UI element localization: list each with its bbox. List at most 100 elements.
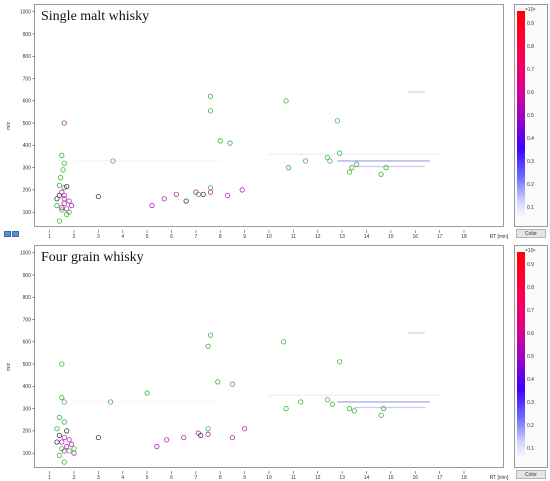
colorbar-tick-label: 0.1 xyxy=(527,205,534,211)
data-point xyxy=(205,426,211,432)
x-tick-label: 11 xyxy=(291,234,296,240)
colorbar-gradient xyxy=(517,252,525,460)
plot-area[interactable]: Single malt whisky xyxy=(34,4,504,227)
data-point xyxy=(298,399,304,405)
data-point xyxy=(59,205,65,211)
colorbar-tick-label: 0.2 xyxy=(527,182,534,188)
data-point xyxy=(217,138,223,144)
data-point xyxy=(346,169,353,175)
x-tick-label: 8 xyxy=(219,475,222,481)
x-tick-label: 7 xyxy=(194,234,197,240)
data-point xyxy=(285,165,292,171)
x-tick-label: 16 xyxy=(412,234,418,240)
y-tick-label: 100 xyxy=(23,451,32,457)
data-point xyxy=(56,192,62,199)
x-tick-label: 14 xyxy=(364,475,370,481)
data-point xyxy=(56,432,62,438)
data-point xyxy=(68,441,75,447)
data-point xyxy=(66,198,72,204)
x-axis-label: RT [min] xyxy=(490,234,509,240)
y-tick-label: 1000 xyxy=(20,250,31,256)
x-tick-label: 10 xyxy=(266,234,272,240)
data-point xyxy=(283,98,289,104)
x-tick-label: 8 xyxy=(219,234,222,240)
data-point xyxy=(207,108,214,114)
plot-area[interactable]: Four grain whisky xyxy=(34,245,504,468)
colorbar-tick-label: 0.7 xyxy=(527,67,534,73)
data-point xyxy=(198,432,204,438)
color-button[interactable]: Color xyxy=(516,229,546,238)
data-point xyxy=(324,154,331,161)
color-button[interactable]: Color xyxy=(516,470,546,479)
data-point xyxy=(59,207,65,213)
colorbar-tick-label: 0.5 xyxy=(527,113,534,119)
data-point xyxy=(205,431,211,437)
x-tick-label: 7 xyxy=(194,475,197,481)
data-point xyxy=(71,446,77,452)
data-point xyxy=(327,158,333,164)
y-tick-label: 500 xyxy=(23,362,32,368)
data-point xyxy=(334,118,340,124)
x-tick-label: 12 xyxy=(315,234,321,240)
data-point xyxy=(329,401,335,407)
colorbar-tick-label: 0.3 xyxy=(527,159,534,165)
chart-panel-four-grain: Four grain whisky m/z 100 200 300 400 500 600… xyxy=(0,241,550,481)
data-point xyxy=(61,419,67,425)
x-tick-label: 14 xyxy=(364,234,370,240)
data-point xyxy=(229,434,236,441)
data-point xyxy=(383,165,389,171)
y-tick-label: 300 xyxy=(23,165,32,171)
colorbar: ×10⁶ 0.9 0.8 0.7 0.6 0.5 0.4 0.3 0.2 0.1 xyxy=(514,245,548,468)
colorbar-tick-label: 0.8 xyxy=(527,44,534,50)
zoom-out-button[interactable] xyxy=(4,231,11,237)
data-point xyxy=(61,200,67,206)
data-point xyxy=(351,408,357,414)
data-point xyxy=(144,390,150,396)
colorbar-tick-label: 0.7 xyxy=(527,308,534,314)
data-point xyxy=(54,439,60,445)
data-point xyxy=(61,399,67,405)
data-point xyxy=(56,182,62,189)
data-point xyxy=(66,437,72,443)
colorbar-tick-label: 0.3 xyxy=(527,400,534,406)
y-tick-label: 800 xyxy=(23,295,32,301)
colorbar-tick-label: 0.5 xyxy=(527,354,534,360)
x-tick-label: 3 xyxy=(97,475,100,481)
data-point xyxy=(54,426,60,432)
y-tick-label: 900 xyxy=(23,32,32,38)
zoom-in-button[interactable] xyxy=(12,231,19,237)
x-tick-label: 11 xyxy=(291,475,296,481)
y-tick-label: 400 xyxy=(23,384,32,390)
data-point xyxy=(227,140,233,146)
data-point xyxy=(59,361,65,367)
data-point xyxy=(61,434,67,441)
x-axis-label: RT [min] xyxy=(490,475,509,481)
colorbar-exponent: ×10⁶ xyxy=(525,7,536,13)
data-point xyxy=(64,183,70,190)
data-point xyxy=(205,343,211,349)
y-tick-label: 200 xyxy=(23,188,32,194)
data-point xyxy=(181,434,187,441)
data-point xyxy=(378,171,384,177)
x-tick-label: 13 xyxy=(339,234,345,240)
data-point xyxy=(224,192,231,199)
data-point xyxy=(349,165,355,171)
colorbar-tick-label: 0.9 xyxy=(527,21,534,27)
data-point xyxy=(337,150,343,156)
chart-title: Single malt whisky xyxy=(41,9,150,24)
data-point xyxy=(200,191,206,197)
colorbar-tick-label: 0.4 xyxy=(527,377,534,383)
data-point xyxy=(337,359,343,365)
data-point xyxy=(71,450,77,456)
data-point xyxy=(59,189,65,195)
data-point xyxy=(59,439,65,445)
x-tick-label: 9 xyxy=(243,475,246,481)
y-tick-label: 700 xyxy=(23,76,32,82)
chart-title: Four grain whisky xyxy=(41,250,144,265)
data-point xyxy=(302,158,309,164)
x-tick-label: 1 xyxy=(48,234,51,240)
data-point xyxy=(61,196,67,202)
x-tick-label: 2 xyxy=(73,475,76,481)
